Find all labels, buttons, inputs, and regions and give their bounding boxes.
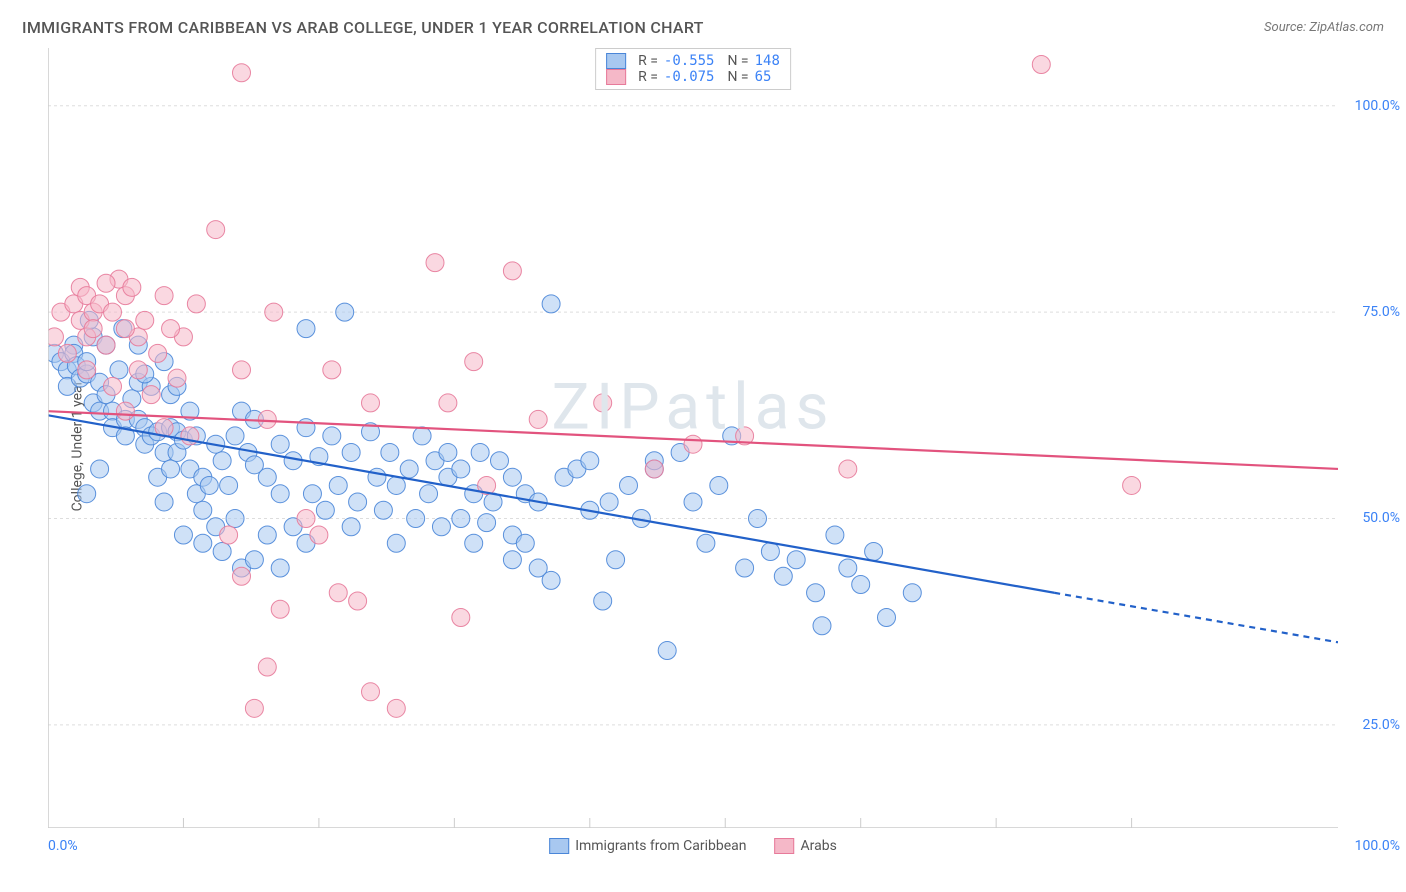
x-axis-min-label: 0.0% [48,838,78,854]
x-axis-max-label: 100.0% [1355,838,1400,854]
legend-label: Immigrants from Caribbean [575,838,746,854]
y-tick-label: 25.0% [1362,717,1400,733]
correlation-legend: R = -0.555 N = 148R = -0.075 N = 65 [595,48,791,90]
y-tick-label: 50.0% [1362,510,1400,526]
legend-swatch [549,838,569,854]
scatter-svg [48,48,1338,828]
y-tick-label: 100.0% [1355,98,1400,114]
series-legend: Immigrants from Caribbean Arabs [549,838,837,854]
chart-title: IMMIGRANTS FROM CARIBBEAN VS ARAB COLLEG… [22,18,704,37]
legend-row: R = -0.075 N = 65 [606,69,780,85]
legend-swatch [606,53,626,69]
legend-swatch [606,69,626,85]
legend-swatch [775,838,795,854]
legend-item: Immigrants from Caribbean [549,838,746,854]
legend-row: R = -0.555 N = 148 [606,53,780,69]
source-attribution: Source: ZipAtlas.com [1264,20,1384,35]
plot-area: ZIPatlas R = -0.555 N = 148R = -0.075 N … [48,48,1338,828]
legend-item: Arabs [775,838,837,854]
y-tick-label: 75.0% [1362,304,1400,320]
legend-label: Arabs [801,838,837,854]
